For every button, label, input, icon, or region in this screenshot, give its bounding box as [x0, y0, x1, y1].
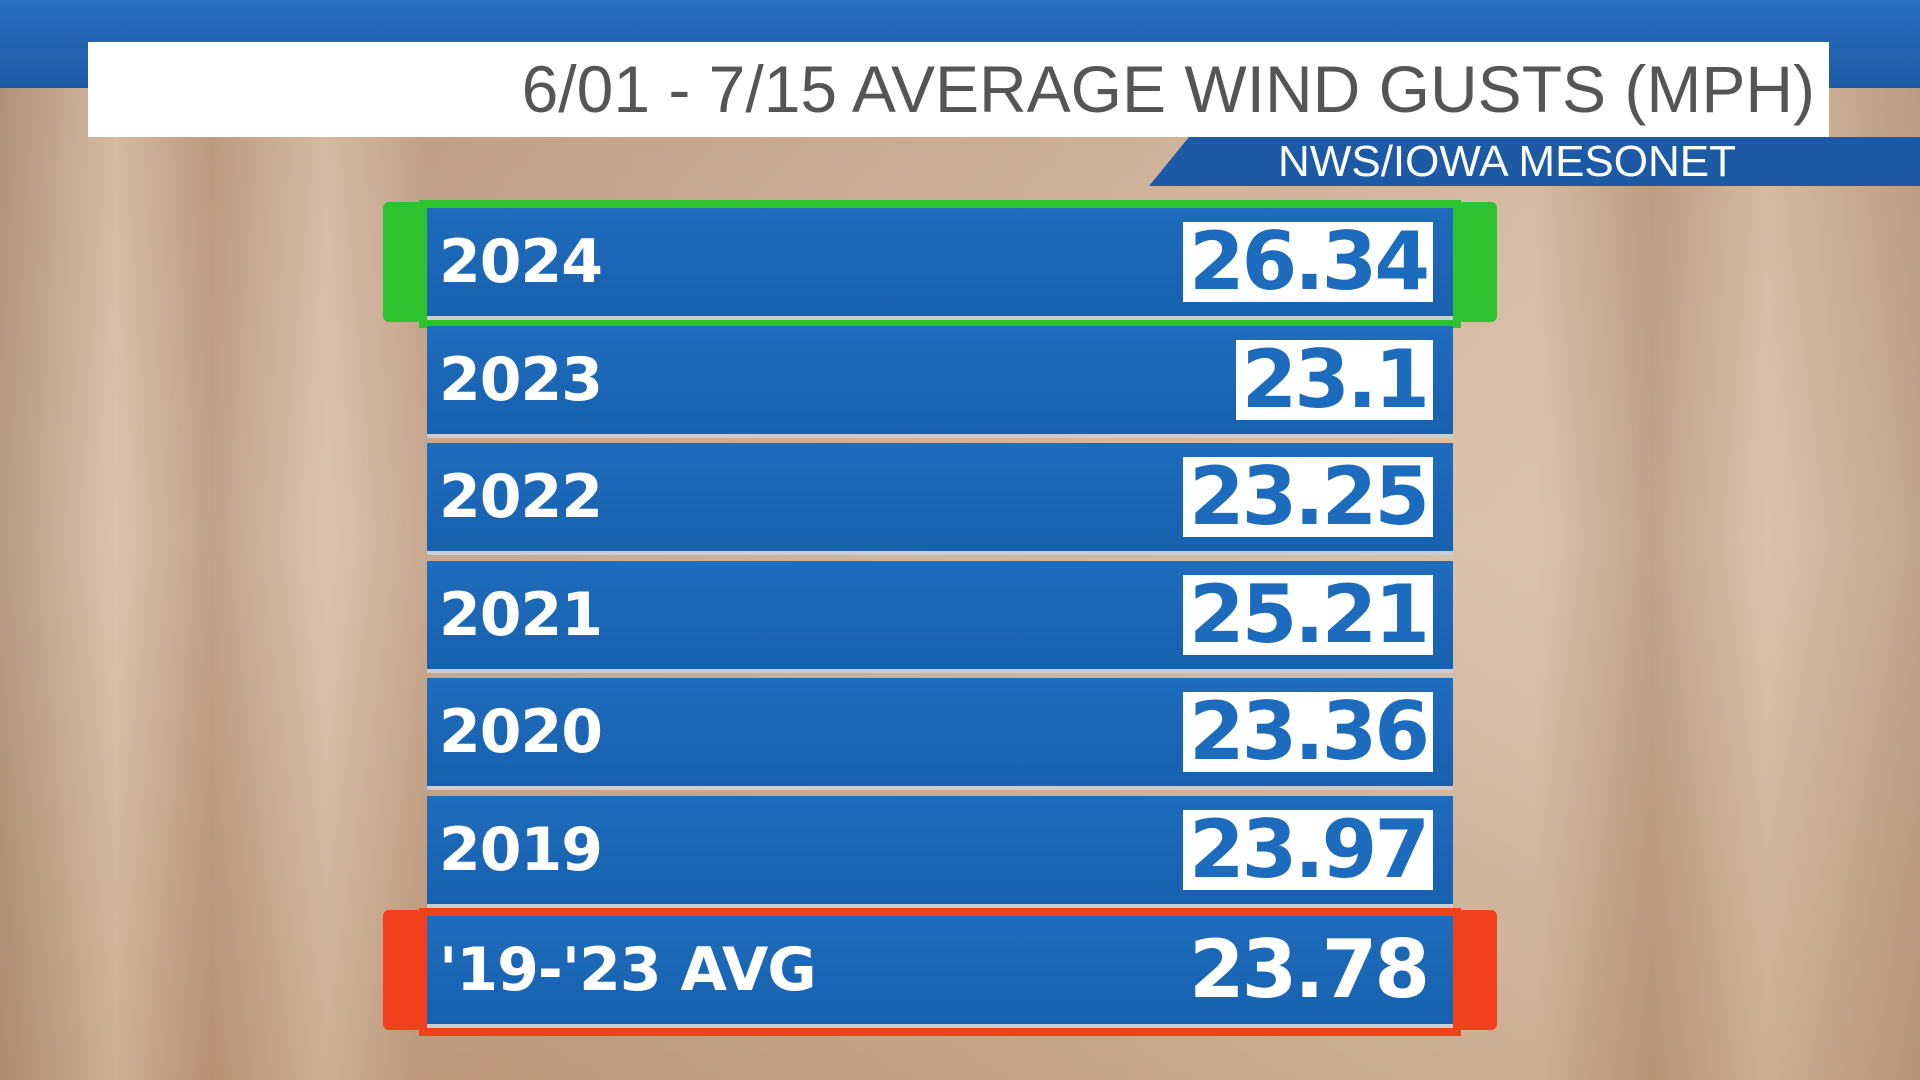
table-row: 2020 23.36 — [427, 678, 1453, 790]
row-label: 2020 — [439, 697, 603, 767]
title-box: 6/01 - 7/15 AVERAGE WIND GUSTS (MPH) — [88, 42, 1829, 137]
table-row: 2023 23.1 — [427, 326, 1453, 438]
row-value: 26.34 — [1182, 222, 1433, 302]
row-value: 23.1 — [1235, 340, 1433, 420]
row-label: 2021 — [439, 580, 603, 650]
row-value: 23.25 — [1182, 457, 1433, 537]
source: NWS/IOWA MESONET — [1278, 137, 1736, 186]
table-row: 2024 26.34 — [383, 200, 1497, 328]
row-value: 23.78 — [1188, 923, 1430, 1016]
source-bar: NWS/IOWA MESONET — [1149, 137, 1920, 186]
row-value: 25.21 — [1182, 575, 1433, 655]
table-row: 2022 23.25 — [427, 443, 1453, 555]
table-row: 2019 23.97 — [427, 796, 1453, 908]
row-label: '19-'23 AVG — [439, 935, 817, 1005]
row-value: 23.97 — [1182, 810, 1433, 890]
row-value: 23.36 — [1182, 692, 1433, 772]
table-row: 2021 25.21 — [427, 561, 1453, 673]
row-label: 2023 — [439, 345, 603, 415]
row-label: 2022 — [439, 462, 603, 532]
title: 6/01 - 7/15 AVERAGE WIND GUSTS (MPH) — [521, 52, 1815, 126]
row-label: 2019 — [439, 815, 603, 885]
table-row: '19-'23 AVG 23.78 — [383, 908, 1497, 1036]
row-label: 2024 — [439, 227, 603, 297]
